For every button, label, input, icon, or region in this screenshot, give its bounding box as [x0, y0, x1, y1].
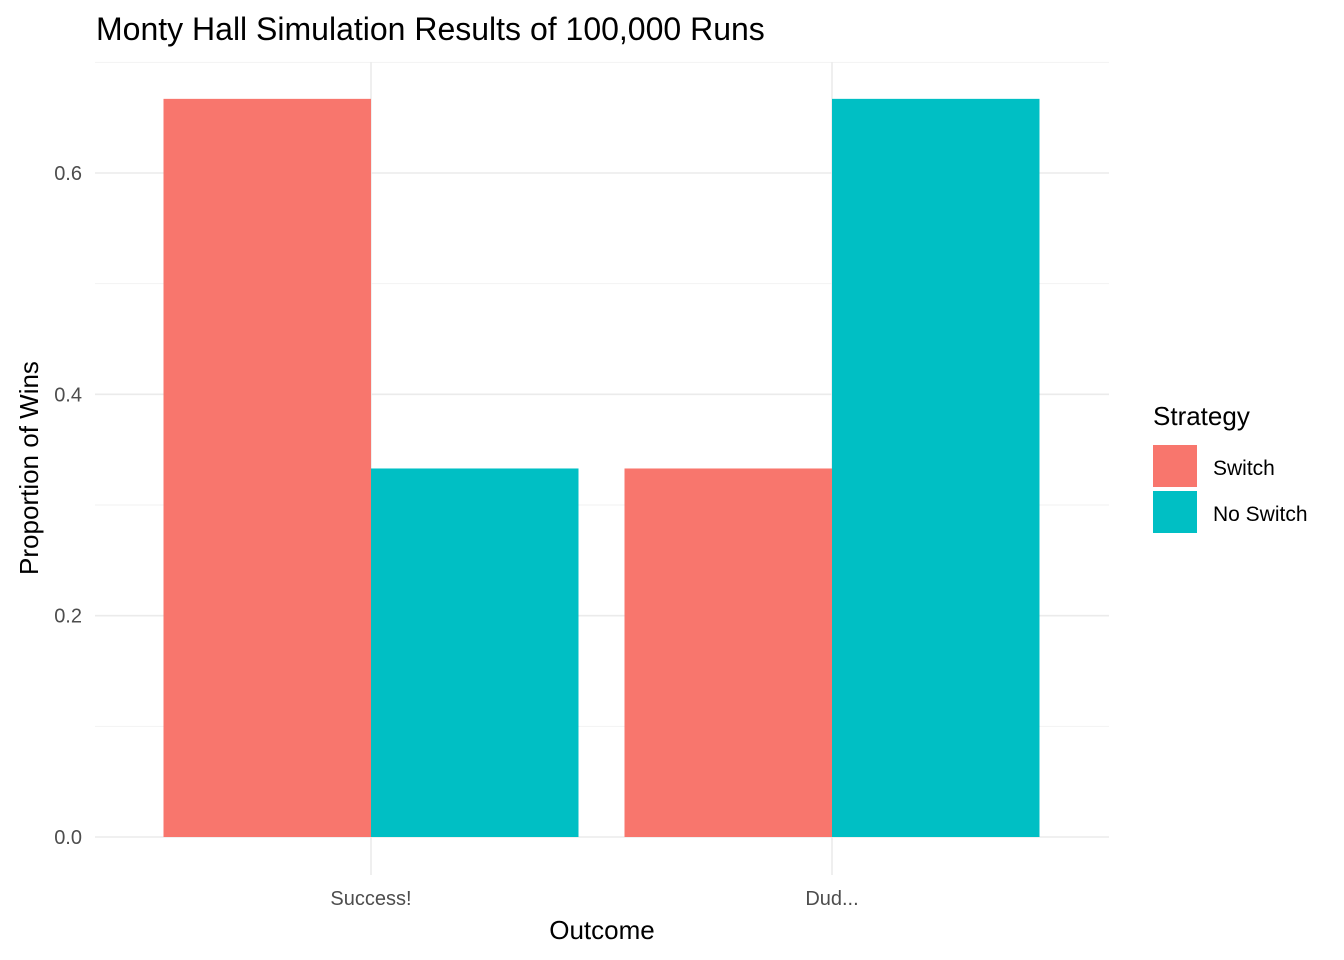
- legend-key-no-switch: [1153, 491, 1197, 533]
- y-tick-label: 0.0: [54, 827, 82, 849]
- chart-title: Monty Hall Simulation Results of 100,000…: [96, 11, 765, 47]
- bar-switch-1: [163, 98, 371, 837]
- y-tick-label: 0.6: [54, 163, 82, 185]
- bars: [163, 98, 1040, 837]
- bar-switch-2: [624, 468, 832, 837]
- x-tick-label: Success!: [330, 888, 411, 910]
- y-axis-ticks: 0.0 0.2 0.4 0.6: [54, 163, 82, 849]
- y-axis-title: Proportion of Wins: [14, 361, 44, 575]
- x-axis-ticks: Success! Dud...: [330, 888, 858, 910]
- bar-no-switch-2: [832, 98, 1040, 837]
- x-tick-label: Dud...: [805, 888, 858, 910]
- legend-label: No Switch: [1213, 503, 1308, 526]
- legend-label: Switch: [1213, 457, 1275, 480]
- y-tick-label: 0.2: [54, 606, 82, 628]
- legend: Strategy Switch No Switch: [1153, 401, 1308, 533]
- legend-title: Strategy: [1153, 401, 1250, 431]
- x-axis-title: Outcome: [549, 915, 655, 945]
- bar-no-switch-1: [371, 468, 579, 837]
- legend-key-switch: [1153, 445, 1197, 487]
- y-tick-label: 0.4: [54, 384, 82, 406]
